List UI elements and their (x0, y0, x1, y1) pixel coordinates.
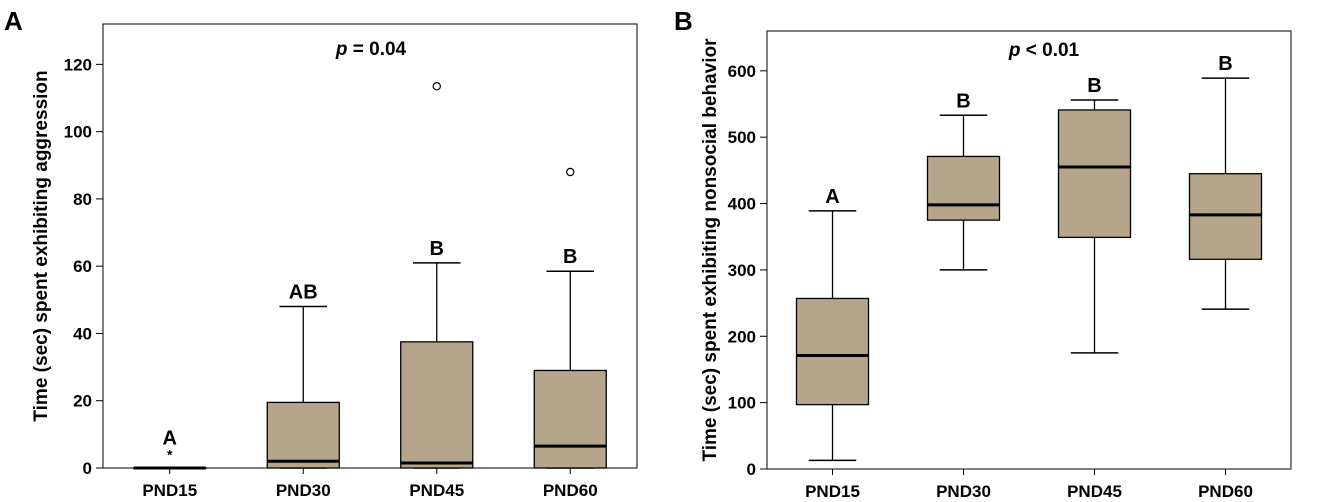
y-tick-label: 400 (728, 195, 756, 214)
panel-a: A 0 20 40 60 80 100 120 Time (sec) spent exhibit… (4, 6, 638, 500)
y-tick-label: 60 (73, 257, 92, 276)
panel-b: B 0 100 200 300 400 500 600 Time (sec) spent exh… (674, 6, 1292, 501)
x-tick-label: PND60 (1198, 482, 1253, 501)
significance-label: A (163, 427, 177, 449)
outlier-point (432, 82, 441, 91)
p-text: < 0.01 (1020, 40, 1079, 61)
p-value-annotation: p = 0.04 (335, 39, 407, 60)
box-pnd30: AB (266, 282, 340, 469)
box-body (400, 341, 474, 469)
y-tick-label: 300 (728, 261, 756, 280)
y-tick-label: 20 (73, 392, 92, 411)
y-tick-label: 100 (728, 394, 756, 413)
significance-label: B (1218, 53, 1232, 75)
box-pnd15: A (795, 186, 870, 462)
x-tick-label: PND15 (805, 482, 860, 501)
plot-frame (766, 30, 1292, 470)
x-tick-label: PND15 (142, 481, 197, 500)
y-tick-label: 200 (728, 327, 756, 346)
panel-label: A (4, 6, 23, 36)
box-pnd45: B (1057, 75, 1132, 354)
y-tick-label: 120 (64, 55, 92, 74)
extreme-marker: * (167, 446, 173, 462)
y-tick-label: 80 (73, 190, 92, 209)
box-body (533, 369, 607, 469)
x-tick-label: PND45 (1067, 482, 1122, 501)
significance-label: B (563, 246, 577, 268)
box-body (795, 297, 870, 406)
box-body (266, 401, 340, 469)
box-pnd15: *A (133, 427, 207, 470)
plot-frame (102, 23, 638, 469)
significance-label: A (825, 186, 839, 208)
box-pnd60: B (533, 167, 607, 469)
box-pnd30: B (926, 90, 1001, 271)
significance-label: B (430, 238, 444, 260)
x-tick-label: PND30 (276, 481, 331, 500)
outlier-point (566, 167, 575, 177)
p-value-annotation: p < 0.01 (1008, 40, 1080, 61)
y-tick-label: 500 (728, 128, 756, 147)
y-tick-label: 0 (747, 460, 756, 479)
x-tick-label: PND60 (543, 481, 598, 500)
box-body (1188, 173, 1263, 260)
panel-label: B (674, 6, 693, 36)
p-symbol: p (335, 39, 348, 60)
p-text: = 0.04 (347, 39, 406, 60)
box-body (1057, 109, 1132, 239)
box-pnd60: B (1188, 53, 1263, 310)
significance-label: B (1087, 75, 1101, 97)
significance-label: AB (289, 282, 318, 304)
y-tick-label: 100 (64, 123, 92, 142)
x-tick-label: PND45 (409, 481, 464, 500)
x-tick-label: PND30 (936, 482, 991, 501)
y-tick-label: 40 (73, 324, 92, 343)
y-tick-label: 600 (728, 62, 756, 81)
significance-label: B (956, 90, 970, 112)
box-pnd45: B (400, 82, 474, 469)
y-tick-label: 0 (83, 459, 92, 478)
y-axis-label: Time (sec) spent exhibiting nonsocial be… (700, 38, 721, 462)
y-axis-label: Time (sec) spent exhibiting aggression (31, 70, 52, 421)
p-symbol: p (1008, 40, 1021, 61)
box-body (926, 155, 1001, 221)
